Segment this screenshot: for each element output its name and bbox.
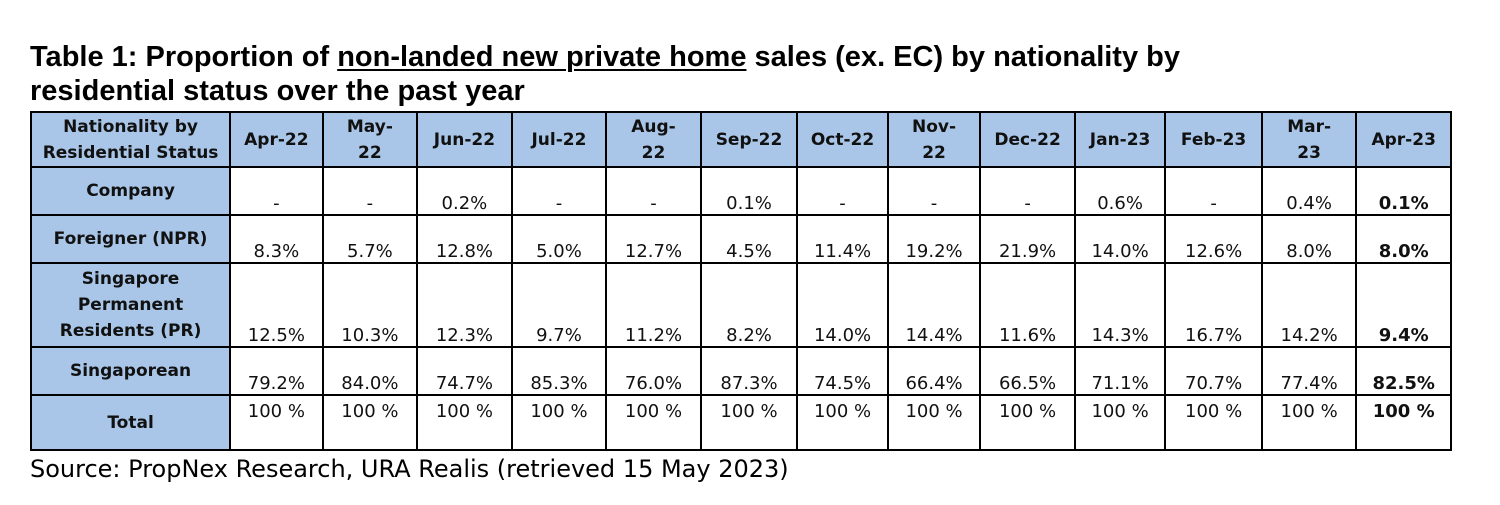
table-cell: 74.7% bbox=[416, 346, 513, 396]
month-header: Nov-22 bbox=[886, 111, 982, 168]
table-cell: 76.0% bbox=[605, 346, 702, 396]
table-cell: 14.0% bbox=[796, 262, 889, 348]
table-cell: - bbox=[886, 166, 982, 216]
table-cell: 4.5% bbox=[699, 214, 799, 264]
table-cell: 0.1% bbox=[699, 166, 799, 216]
table-cell: 100 % bbox=[416, 394, 513, 451]
table-cell: 71.1% bbox=[1073, 346, 1167, 396]
table-cell: 14.4% bbox=[886, 262, 982, 348]
table-cell: - bbox=[510, 166, 608, 216]
table-cell: 100 % bbox=[1164, 394, 1263, 451]
source-note: Source: PropNex Research, URA Realis (re… bbox=[30, 455, 789, 483]
table-cell: 19.2% bbox=[886, 214, 982, 264]
nationality-table: Nationality by Residential Status Apr-22… bbox=[29, 111, 1452, 451]
table-cell: 100 % bbox=[796, 394, 889, 451]
table-cell: 12.7% bbox=[605, 214, 702, 264]
title-underlined: non-landed new private home bbox=[337, 41, 747, 73]
table-cell: 100 % bbox=[321, 394, 419, 451]
table-cell: 12.5% bbox=[229, 262, 324, 348]
table-cell: 0.4% bbox=[1260, 166, 1358, 216]
table-cell: 100 % bbox=[605, 394, 702, 451]
table-cell: 70.7% bbox=[1164, 346, 1263, 396]
table-cell: 79.2% bbox=[229, 346, 324, 396]
table-cell: 8.0% bbox=[1355, 214, 1452, 264]
table-cell: 12.6% bbox=[1164, 214, 1263, 264]
table-cell: 100 % bbox=[1355, 394, 1452, 451]
table-cell: 10.3% bbox=[321, 262, 419, 348]
table-cell: 100 % bbox=[886, 394, 982, 451]
month-header: Feb-23 bbox=[1164, 111, 1263, 168]
table-cell: - bbox=[796, 166, 889, 216]
month-header: Sep-22 bbox=[699, 111, 799, 168]
table-cell: 5.7% bbox=[321, 214, 419, 264]
table-row: Singapore Permanent Residents (PR) 12.5% 1… bbox=[29, 262, 1452, 348]
row-label: Foreigner (NPR) bbox=[29, 214, 232, 264]
table-cell: 8.2% bbox=[699, 262, 799, 348]
table-cell: 77.4% bbox=[1260, 346, 1358, 396]
month-header: Mar-23 bbox=[1260, 111, 1358, 168]
table-cell: 84.0% bbox=[321, 346, 419, 396]
table-cell: - bbox=[229, 166, 324, 216]
corner-header: Nationality by Residential Status bbox=[29, 111, 232, 168]
row-label: Company bbox=[29, 166, 232, 216]
table-cell: - bbox=[979, 166, 1076, 216]
table-cell: 12.3% bbox=[416, 262, 513, 348]
month-header: Jan-23 bbox=[1073, 111, 1167, 168]
table-cell: 9.7% bbox=[510, 262, 608, 348]
table-cell: 0.2% bbox=[416, 166, 513, 216]
month-header: Aug-22 bbox=[605, 111, 702, 168]
table-cell: 0.6% bbox=[1073, 166, 1167, 216]
title-line2: residential status over the past year bbox=[30, 75, 525, 107]
table-cell: 21.9% bbox=[979, 214, 1076, 264]
table-cell: 14.3% bbox=[1073, 262, 1167, 348]
table-cell: 100 % bbox=[1260, 394, 1358, 451]
table-cell: 5.0% bbox=[510, 214, 608, 264]
row-label: Singaporean bbox=[29, 346, 232, 396]
table-cell: 100 % bbox=[699, 394, 799, 451]
table-cell: 100 % bbox=[979, 394, 1076, 451]
header-row: Nationality by Residential Status Apr-22… bbox=[29, 111, 1452, 168]
table-cell: 14.2% bbox=[1260, 262, 1358, 348]
row-label: Total bbox=[29, 394, 232, 451]
table-row: Company - -0.2% - -0.1% - - -0.6% -0.4% 0.1% bbox=[29, 166, 1452, 216]
table-cell: 74.5% bbox=[796, 346, 889, 396]
table-cell: 8.0% bbox=[1260, 214, 1358, 264]
table-cell: 16.7% bbox=[1164, 262, 1263, 348]
month-header: Jun-22 bbox=[416, 111, 513, 168]
table-cell: 100 % bbox=[510, 394, 608, 451]
row-label: Singapore Permanent Residents (PR) bbox=[29, 262, 232, 348]
table-cell: 100 % bbox=[229, 394, 324, 451]
table-cell: - bbox=[605, 166, 702, 216]
month-header: Jul-22 bbox=[510, 111, 608, 168]
table-cell: 87.3% bbox=[699, 346, 799, 396]
table-cell: 14.0% bbox=[1073, 214, 1167, 264]
month-header: Dec-22 bbox=[979, 111, 1076, 168]
table-cell: 82.5% bbox=[1355, 346, 1452, 396]
table-row: Foreigner (NPR) 8.3% 5.7% 12.8% 5.0% 12.7% 4.5… bbox=[29, 214, 1452, 264]
table-cell: 100 % bbox=[1073, 394, 1167, 451]
table-cell: 9.4% bbox=[1355, 262, 1452, 348]
table-title: Table 1: Proportion of non-landed new pr… bbox=[30, 40, 1470, 108]
table-row: Total 100 % 100 % 100 % 100 % 100 % 100 % 100 %… bbox=[29, 394, 1452, 451]
month-header: Apr-23 bbox=[1355, 111, 1452, 168]
table-cell: 11.2% bbox=[605, 262, 702, 348]
month-header: Apr-22 bbox=[229, 111, 324, 168]
table-cell: 8.3% bbox=[229, 214, 324, 264]
title-prefix: Table 1: Proportion of bbox=[30, 41, 338, 73]
table-cell: 66.4% bbox=[886, 346, 982, 396]
table-cell: 11.6% bbox=[979, 262, 1076, 348]
table-cell: 66.5% bbox=[979, 346, 1076, 396]
table-cell: - bbox=[321, 166, 419, 216]
month-header: Oct-22 bbox=[796, 111, 889, 168]
table-cell: 0.1% bbox=[1355, 166, 1452, 216]
table-row: Singaporean 79.2% 84.0% 74.7% 85.3% 76.0% 87.3… bbox=[29, 346, 1452, 396]
table-cell: - bbox=[1164, 166, 1263, 216]
title-suffix: sales (ex. EC) by nationality by bbox=[746, 41, 1180, 73]
table-cell: 85.3% bbox=[510, 346, 608, 396]
month-header: May-22 bbox=[321, 111, 419, 168]
table-cell: 11.4% bbox=[796, 214, 889, 264]
table-cell: 12.8% bbox=[416, 214, 513, 264]
